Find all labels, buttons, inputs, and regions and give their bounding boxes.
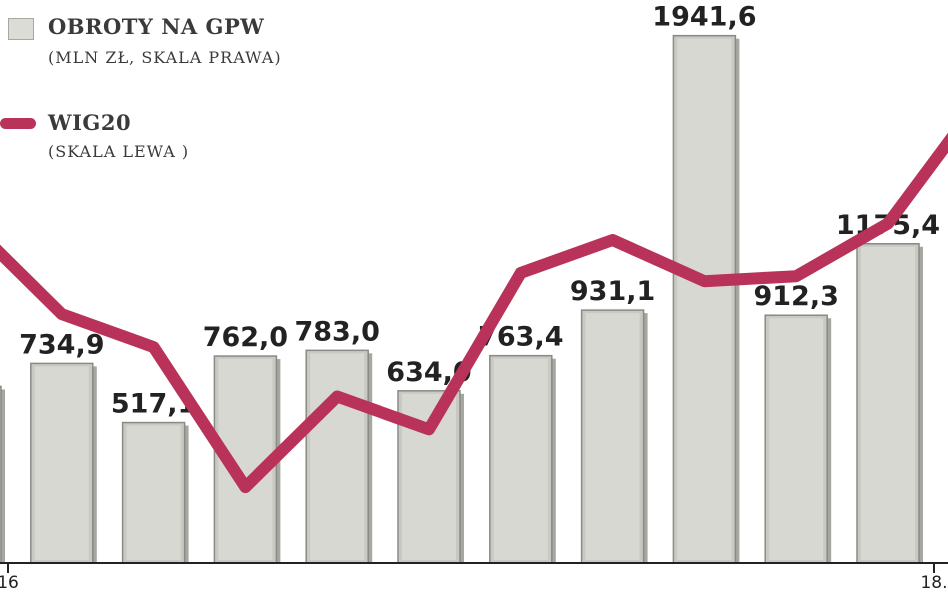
bar-highlight <box>585 313 640 560</box>
wig20-point <box>244 486 247 489</box>
x-tick-label: 18. <box>920 573 947 593</box>
bar-highlight <box>310 353 365 560</box>
bar-value-label: 762,0 <box>203 322 288 353</box>
bar-highlight <box>677 38 732 561</box>
bar-value-label: 912,3 <box>753 281 838 312</box>
wig20-point <box>60 313 63 316</box>
legend-sublabel-turnover: (MLN ZŁ, SKALA PRAWA) <box>48 48 282 67</box>
bar-highlight <box>769 318 824 560</box>
legend-swatch-turnover <box>8 18 34 40</box>
wig20-point <box>152 346 155 349</box>
wig20-line <box>0 132 948 494</box>
bar-highlight <box>34 366 89 560</box>
x-tick-label: 16 <box>0 573 19 593</box>
bar <box>0 385 2 564</box>
bar-value-label: 931,1 <box>570 276 655 307</box>
bar-shadow <box>0 389 5 563</box>
x-ticks-group: 16 18. <box>0 563 948 593</box>
bar-highlight <box>861 246 915 560</box>
wig20-point <box>703 280 706 283</box>
bar-value-label: 1941,6 <box>652 2 756 33</box>
wig20-point <box>611 239 614 241</box>
legend-swatch-wig20 <box>0 118 36 129</box>
bars-group <box>0 34 923 564</box>
bar-value-label: 783,0 <box>294 316 379 347</box>
wig20-point <box>519 271 522 274</box>
bar-value-label: 734,9 <box>19 329 104 360</box>
wig20-point <box>336 395 339 398</box>
line-group <box>0 132 948 494</box>
legend-label-turnover: OBROTY NA GPW <box>48 14 265 39</box>
legend-sublabel-wig20: (SKALA LEWA ) <box>48 142 190 161</box>
bar-highlight <box>493 358 548 560</box>
wig20-point <box>887 222 889 225</box>
wig20-point <box>428 428 430 431</box>
legend-label-wig20: WIG20 <box>48 110 132 135</box>
bar-highlight <box>126 425 181 560</box>
wig20-point <box>795 275 798 278</box>
